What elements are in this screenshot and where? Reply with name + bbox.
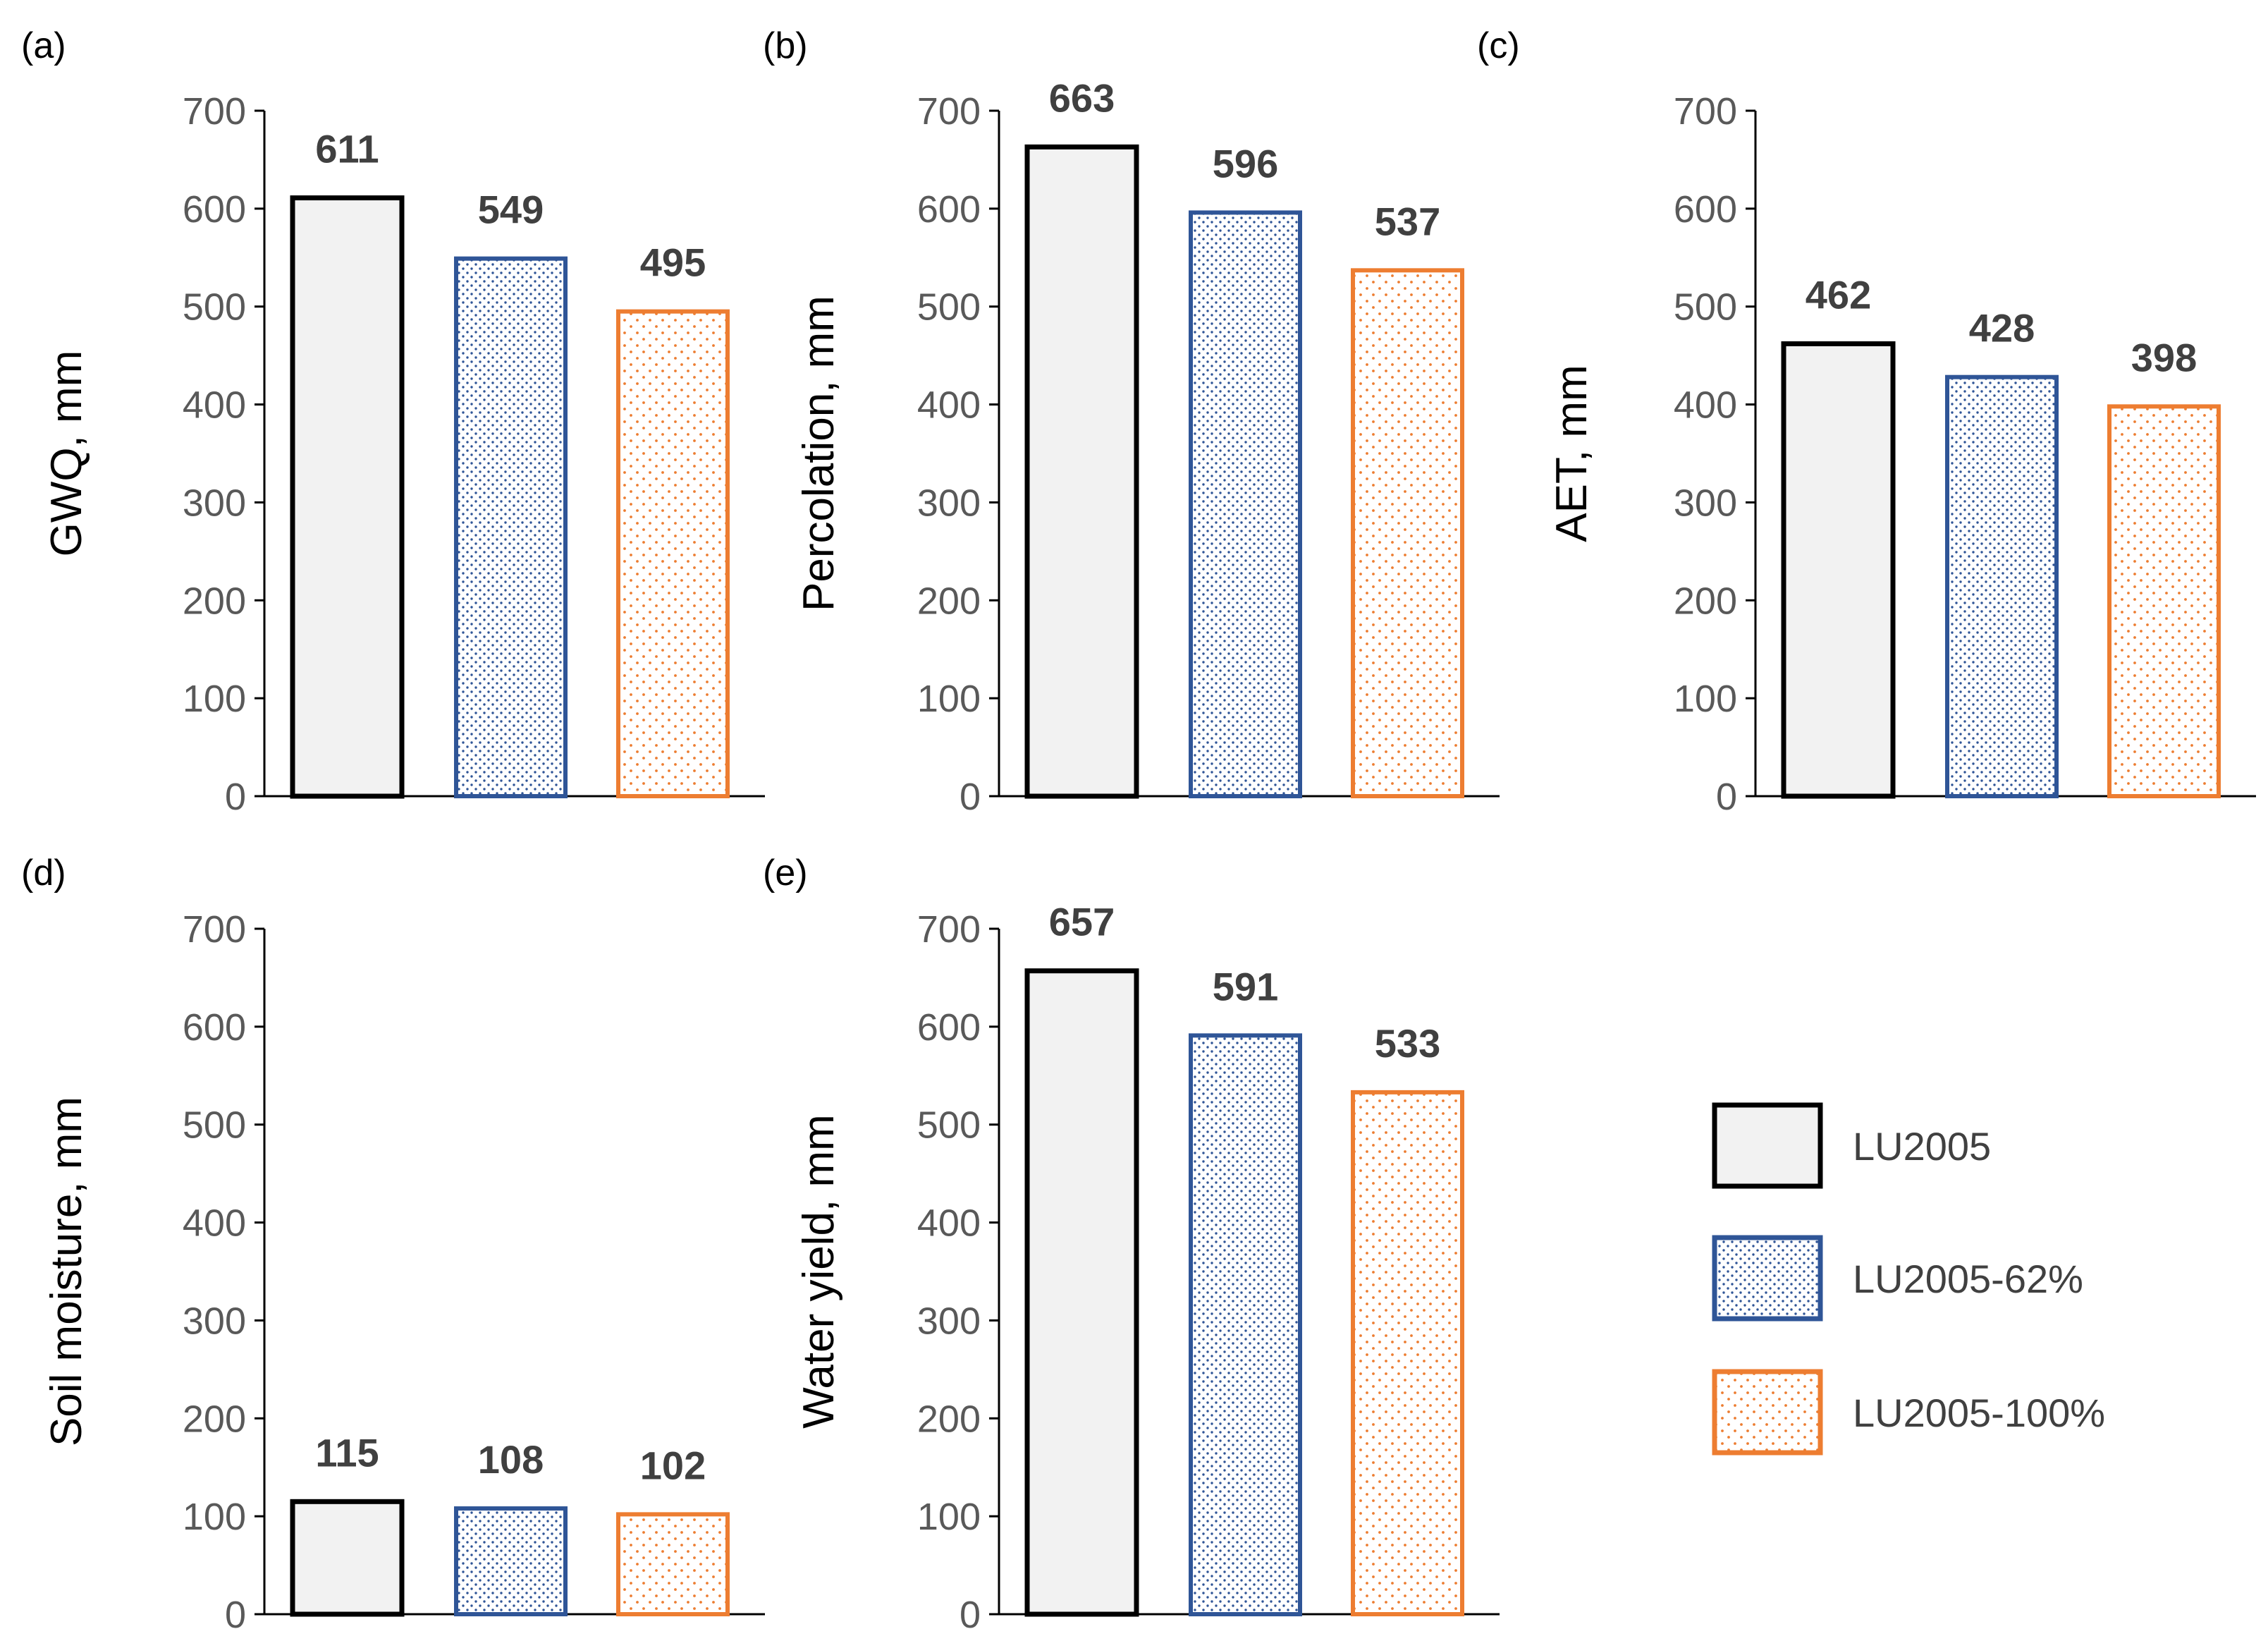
bar-lu2005 bbox=[1024, 144, 1139, 799]
bar-lu2005-62 bbox=[454, 256, 568, 799]
bar-lu2005-62 bbox=[1189, 1033, 1302, 1616]
y-axis-title: AET, mm bbox=[1547, 365, 1596, 542]
y-tick-label: 700 bbox=[1674, 90, 1737, 133]
data-label: 533 bbox=[1375, 1021, 1440, 1066]
legend-swatch-lu2005-62 bbox=[1712, 1235, 1823, 1322]
y-tick-label: 600 bbox=[1674, 188, 1737, 231]
y-tick-label: 600 bbox=[183, 188, 246, 231]
y-tick-label: 0 bbox=[225, 776, 246, 818]
y-tick-label: 600 bbox=[183, 1006, 246, 1049]
data-label: 611 bbox=[315, 127, 379, 171]
y-tick-label: 0 bbox=[225, 1594, 246, 1636]
y-tick-label: 700 bbox=[183, 90, 246, 133]
data-label: 549 bbox=[478, 188, 544, 232]
y-tick-label: 200 bbox=[917, 1398, 981, 1440]
y-tick-label: 0 bbox=[960, 1594, 981, 1636]
y-tick-label: 400 bbox=[917, 384, 981, 427]
y-tick-label: 700 bbox=[917, 90, 981, 133]
legend-label: LU2005-62% bbox=[1853, 1257, 2083, 1301]
y-tick-label: 300 bbox=[183, 482, 246, 524]
bar-lu2005 bbox=[290, 195, 405, 799]
y-axis-title: Water yield, mm bbox=[795, 1114, 843, 1429]
y-tick-label: 300 bbox=[917, 482, 981, 524]
legend-label: LU2005 bbox=[1853, 1124, 1991, 1169]
legend-item: LU2005-100% bbox=[1712, 1369, 2105, 1456]
y-tick-label: 700 bbox=[917, 908, 981, 951]
y-tick-label: 100 bbox=[917, 678, 981, 720]
y-tick-label: 0 bbox=[960, 776, 981, 818]
bar-lu2005-100 bbox=[2107, 404, 2221, 798]
y-tick-label: 100 bbox=[183, 678, 246, 720]
y-tick-label: 300 bbox=[183, 1300, 246, 1342]
y-tick-label: 500 bbox=[183, 1104, 246, 1147]
y-tick-label: 600 bbox=[917, 188, 981, 231]
y-tick-label: 500 bbox=[917, 1104, 981, 1147]
legend-label: LU2005-100% bbox=[1853, 1391, 2105, 1435]
chart-panel: (a) 0 100 200 300 400 500 600 700 GWQ, mm 611 549 49… bbox=[21, 25, 765, 818]
legend-item: LU2005 bbox=[1712, 1102, 1991, 1189]
panel-label: (b) bbox=[763, 25, 808, 66]
y-tick-label: 400 bbox=[917, 1202, 981, 1245]
bar-lu2005-100 bbox=[616, 1512, 730, 1617]
chart-panel: (c) 0 100 200 300 400 500 600 700 AET, mm 462 428 39… bbox=[1477, 25, 2256, 818]
data-label: 596 bbox=[1213, 141, 1278, 185]
y-tick-label: 200 bbox=[1674, 580, 1737, 622]
bar-lu2005-100 bbox=[1351, 268, 1464, 798]
data-label: 657 bbox=[1049, 900, 1115, 944]
data-label: 102 bbox=[640, 1443, 706, 1487]
bar-lu2005-100 bbox=[616, 309, 730, 798]
y-tick-label: 200 bbox=[917, 580, 981, 622]
y-tick-label: 200 bbox=[183, 1398, 246, 1440]
data-label: 398 bbox=[2131, 335, 2197, 379]
y-tick-label: 200 bbox=[183, 580, 246, 622]
y-tick-label: 100 bbox=[1674, 678, 1737, 720]
chart-panel: (b) 0 100 200 300 400 500 600 700 Percolation, mm… bbox=[763, 25, 1500, 818]
legend-swatch-lu2005-100 bbox=[1712, 1369, 1823, 1456]
chart-panel: (d) 0 100 200 300 400 500 600 700 Soil moisture, … bbox=[21, 853, 765, 1636]
y-axis-title: GWQ, mm bbox=[42, 350, 91, 557]
y-tick-label: 600 bbox=[917, 1006, 981, 1049]
y-tick-label: 400 bbox=[183, 384, 246, 427]
data-label: 495 bbox=[640, 240, 706, 285]
data-label: 591 bbox=[1213, 964, 1278, 1008]
data-label: 108 bbox=[478, 1437, 544, 1482]
bar-lu2005-100 bbox=[1351, 1090, 1464, 1617]
chart-panel: (e) 0 100 200 300 400 500 600 700 Water yield, mm… bbox=[763, 853, 1500, 1636]
panel-label: (c) bbox=[1477, 25, 1520, 66]
panel-label: (d) bbox=[21, 853, 66, 893]
data-label: 428 bbox=[1969, 306, 2035, 350]
y-tick-label: 400 bbox=[183, 1202, 246, 1245]
y-tick-label: 700 bbox=[183, 908, 246, 951]
data-label: 537 bbox=[1375, 199, 1440, 243]
y-tick-label: 400 bbox=[1674, 384, 1737, 427]
y-tick-label: 500 bbox=[1674, 286, 1737, 329]
chart-panels: (a) 0 100 200 300 400 500 600 700 GWQ, mm 611 549 49… bbox=[21, 25, 2256, 1636]
y-tick-label: 0 bbox=[1716, 776, 1737, 818]
bar-lu2005 bbox=[1024, 968, 1139, 1617]
bar-lu2005-62 bbox=[1189, 210, 1302, 798]
y-axis-title: Soil moisture, mm bbox=[42, 1097, 91, 1446]
bar-lu2005 bbox=[1781, 341, 1896, 799]
y-tick-label: 300 bbox=[917, 1300, 981, 1342]
legend-swatch-lu2005 bbox=[1712, 1102, 1823, 1189]
legend: LU2005 LU2005-62% LU2005-100% bbox=[1712, 1102, 2105, 1456]
y-tick-label: 500 bbox=[917, 286, 981, 329]
y-tick-label: 100 bbox=[183, 1496, 246, 1538]
bar-lu2005-62 bbox=[1945, 374, 2059, 798]
bar-lu2005-62 bbox=[454, 1506, 568, 1616]
y-tick-label: 500 bbox=[183, 286, 246, 329]
legend-item: LU2005-62% bbox=[1712, 1235, 2083, 1322]
data-label: 663 bbox=[1049, 75, 1115, 120]
y-tick-label: 100 bbox=[917, 1496, 981, 1538]
data-label: 462 bbox=[1806, 272, 1871, 317]
data-label: 115 bbox=[315, 1430, 379, 1475]
panel-label: (a) bbox=[21, 25, 66, 66]
y-axis-title: Percolation, mm bbox=[795, 295, 843, 611]
bar-lu2005 bbox=[290, 1499, 405, 1617]
y-tick-label: 300 bbox=[1674, 482, 1737, 524]
panel-label: (e) bbox=[763, 853, 808, 893]
